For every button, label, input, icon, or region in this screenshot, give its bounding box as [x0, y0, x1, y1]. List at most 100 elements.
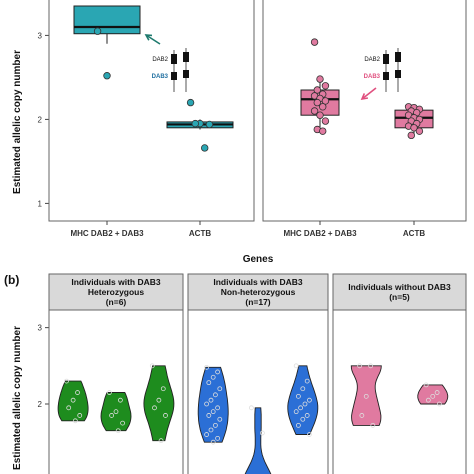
panel-b-ytick-label-2: 2: [38, 400, 43, 409]
violin-point: [304, 378, 310, 384]
data-point: [310, 38, 319, 46]
arrow-shaft: [145, 34, 161, 45]
panel-a-ytick-label-3: 3: [38, 31, 43, 40]
panel-a-ytick-label-2: 2: [38, 115, 43, 124]
violin-point: [217, 416, 223, 422]
data-point: [313, 86, 321, 94]
violin-point: [109, 413, 114, 418]
inset-box: [395, 70, 401, 78]
data-point: [93, 27, 102, 35]
inset-label-dab3: DAB3: [364, 74, 381, 80]
arrow-shaft: [361, 87, 377, 100]
violin-shape: [143, 365, 175, 442]
violin-point: [357, 363, 363, 369]
violin-point: [248, 405, 254, 411]
inset-label-dab3: DAB3: [152, 74, 169, 80]
data-point: [319, 103, 327, 111]
data-point: [310, 107, 319, 115]
panel-a-xtick-label: ACTB: [189, 229, 211, 238]
violin-point: [293, 363, 299, 369]
violin-point: [436, 401, 442, 407]
violin-point: [259, 430, 265, 436]
inset-label-dab2: DAB2: [364, 57, 380, 63]
panel-b-yaxis: 23: [38, 324, 49, 409]
violin-point: [212, 392, 218, 398]
violin-point: [298, 405, 304, 411]
violin-point: [70, 397, 76, 403]
violin-point: [370, 422, 376, 428]
data-point: [410, 124, 418, 132]
inset-box: [183, 52, 189, 62]
panel-a-ytick-label-1: 1: [38, 199, 43, 208]
violin-point: [215, 405, 221, 411]
violin-point: [107, 390, 112, 395]
violin-shape: [100, 392, 132, 432]
violin-point: [217, 386, 223, 392]
data-point: [191, 119, 199, 128]
violin-point: [152, 405, 157, 411]
violin-shape: [197, 366, 229, 443]
inset-box: [383, 72, 389, 80]
panel-a-xtick-label: ACTB: [403, 229, 425, 238]
data-point: [321, 117, 330, 125]
violin-point: [423, 382, 429, 388]
facet-frame: [187, 309, 329, 474]
violin-point: [206, 413, 212, 418]
panel-a-xlabel: Genes: [243, 254, 274, 265]
violin-point: [204, 432, 210, 437]
violin-point: [208, 397, 214, 403]
data-point: [103, 72, 111, 80]
violin-point: [215, 435, 221, 441]
violin-point: [118, 397, 123, 403]
violin-point: [300, 416, 306, 422]
violin-point: [208, 427, 214, 433]
violin-point: [160, 386, 166, 392]
data-point: [201, 144, 209, 152]
facet-title-line: Individuals with DAB3: [71, 277, 161, 287]
violin-point: [215, 369, 221, 375]
facet-strip: [48, 273, 184, 311]
violin-point: [304, 413, 310, 418]
panel-a-xtick-label: MHC DAB2 + DAB3: [70, 229, 144, 238]
inset-box: [171, 54, 177, 64]
data-point: [316, 111, 324, 119]
inset-box: [395, 52, 401, 62]
violin-point: [210, 409, 216, 415]
inset-box: [171, 72, 177, 80]
violin-point: [72, 418, 78, 424]
violin-point: [163, 413, 168, 418]
violin-point: [158, 438, 164, 444]
data-point: [186, 98, 195, 107]
facet-title-line: (n=5): [389, 292, 410, 302]
violin-point: [206, 380, 212, 386]
violin-point: [204, 401, 210, 407]
violin-point: [306, 397, 312, 403]
panel-b: (b) Estimated allelic copy number 23 Ind…: [4, 273, 467, 474]
panel-a-facet-2: DAB2 DAB3: [300, 38, 434, 140]
inset-box: [383, 54, 389, 64]
data-point: [321, 97, 330, 105]
data-point: [321, 82, 330, 90]
panel-a-xaxis: MHC DAB2 + DAB3 ACTB MHC DAB2 + DAB3 ACTB: [70, 221, 425, 238]
facet-strip: [187, 273, 329, 311]
violin-point: [77, 413, 83, 418]
violin-point: [295, 393, 301, 399]
violin-point: [64, 378, 69, 384]
panel-a-facet-1-frame: [48, 0, 255, 222]
panel-a-ylabel: Estimated allelic copy number: [12, 50, 23, 194]
violin-point: [300, 386, 306, 392]
box-iqr: [73, 5, 141, 35]
panel-a-facet-1: DAB2 DAB3: [73, 5, 234, 152]
data-point: [415, 127, 424, 135]
facet-title-line: Heterozygous: [88, 287, 144, 297]
violin-point: [293, 409, 299, 415]
facet-title-line: Individuals without DAB3: [348, 282, 451, 292]
violin-shape: [57, 380, 89, 422]
violin-point: [363, 393, 369, 399]
panel-a-xtick-label: MHC DAB2 + DAB3: [283, 229, 357, 238]
violin-point: [210, 374, 216, 380]
violin-point: [156, 397, 162, 403]
facet-title-line: (n=6): [106, 297, 127, 307]
